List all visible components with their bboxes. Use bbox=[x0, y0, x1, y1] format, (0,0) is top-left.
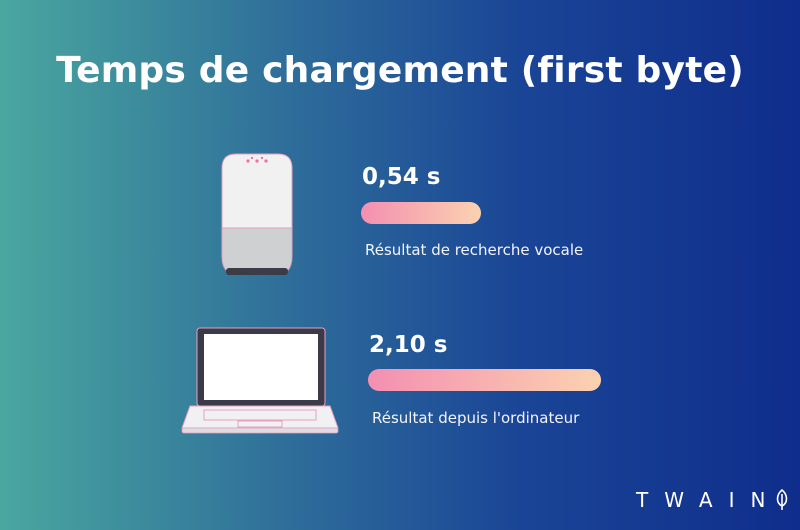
chart-title: Temps de chargement (first byte) bbox=[56, 50, 744, 91]
brand-logo: TWAIN bbox=[636, 488, 789, 512]
bar-track bbox=[368, 369, 606, 391]
bar bbox=[361, 202, 481, 224]
value-label: 2,10 s bbox=[369, 332, 448, 358]
laptop-icon bbox=[181, 327, 339, 434]
smart-speaker-icon bbox=[221, 153, 293, 275]
bar-track bbox=[361, 202, 606, 224]
brand-text: TWAIN bbox=[636, 488, 782, 512]
category-label: Résultat depuis l'ordinateur bbox=[372, 409, 580, 427]
value-label: 0,54 s bbox=[362, 164, 441, 190]
leaf-icon bbox=[777, 489, 788, 510]
bar bbox=[368, 369, 601, 391]
category-label: Résultat de recherche vocale bbox=[365, 241, 584, 259]
